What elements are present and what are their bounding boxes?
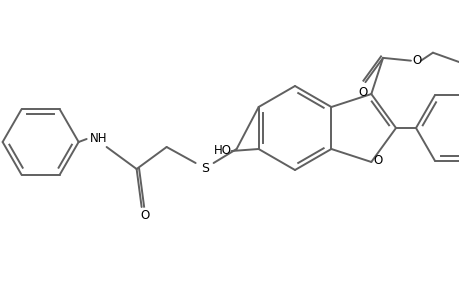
Text: O: O xyxy=(411,54,420,67)
Text: S: S xyxy=(200,163,208,176)
Text: O: O xyxy=(373,154,382,167)
Text: O: O xyxy=(358,86,367,99)
Text: NH: NH xyxy=(90,131,107,145)
Text: O: O xyxy=(140,209,149,223)
Text: HO: HO xyxy=(213,145,231,158)
